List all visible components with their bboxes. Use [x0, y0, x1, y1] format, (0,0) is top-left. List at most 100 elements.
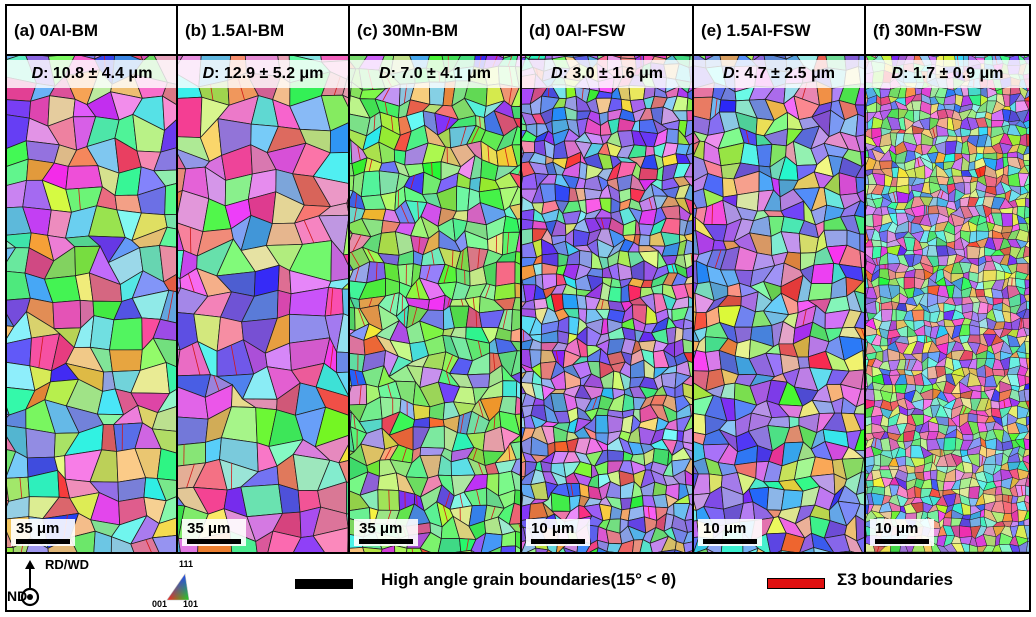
scale-bar-b: 35 μm	[182, 519, 246, 546]
grain	[982, 545, 996, 552]
grain	[1009, 543, 1021, 552]
twin-boundary	[522, 330, 525, 342]
grain	[683, 220, 692, 236]
twin-boundary	[478, 462, 484, 475]
grain	[911, 100, 922, 111]
grain	[596, 547, 608, 552]
twin-boundary	[466, 538, 469, 551]
grain	[1025, 191, 1029, 200]
grain	[683, 162, 692, 178]
grain	[508, 172, 520, 189]
grain	[977, 545, 988, 552]
grain	[682, 394, 692, 406]
grain	[510, 372, 520, 384]
grain	[873, 454, 881, 467]
twin-boundary	[592, 397, 598, 410]
twin-boundary	[932, 127, 936, 138]
grain	[860, 151, 864, 168]
scale-bar-line	[531, 539, 585, 544]
grain	[998, 544, 1013, 552]
twin-boundary	[167, 291, 174, 321]
grain	[1007, 151, 1018, 158]
grain	[853, 311, 864, 330]
grain	[510, 350, 520, 377]
grain	[967, 413, 978, 423]
grain	[151, 517, 177, 539]
grain	[1025, 409, 1029, 418]
grain	[935, 245, 949, 257]
ipf-111-label: 111	[179, 559, 194, 569]
twin-boundary	[479, 116, 481, 128]
grain	[158, 496, 177, 525]
grain	[684, 519, 692, 533]
grain	[153, 169, 177, 187]
grain	[879, 465, 891, 471]
twin-boundary	[382, 87, 391, 102]
grain	[595, 414, 609, 434]
grain	[684, 132, 692, 146]
grain	[683, 233, 692, 243]
grain	[159, 245, 177, 283]
grain	[470, 549, 475, 552]
grain	[1023, 327, 1029, 337]
figure-frame	[5, 4, 1031, 612]
grain	[853, 403, 864, 415]
grain	[903, 277, 915, 290]
grain	[320, 94, 348, 132]
panel-b: (b) 1.5Al-BM D: 12.9 ± 5.2 μm 35 μm	[178, 6, 348, 552]
grain	[317, 202, 348, 217]
grain	[855, 388, 864, 408]
ipf-map-c	[350, 56, 520, 552]
twin-boundary	[745, 130, 750, 144]
grain	[607, 286, 622, 303]
grain	[1024, 494, 1029, 504]
grain	[1023, 500, 1029, 512]
grain	[25, 427, 56, 459]
grain	[994, 494, 1003, 502]
grain	[312, 152, 348, 184]
twin-boundary	[188, 273, 195, 293]
twin-boundary	[415, 281, 420, 300]
grain	[853, 449, 864, 459]
grain	[522, 208, 535, 222]
twin-boundary	[601, 299, 604, 310]
scale-bar-f: 10 μm	[870, 519, 934, 546]
grain	[855, 471, 864, 496]
grain	[498, 410, 520, 436]
twin-boundary	[508, 445, 511, 461]
twin-boundary	[472, 297, 475, 310]
grain	[638, 234, 651, 247]
twin-boundary	[443, 265, 450, 284]
grain	[968, 161, 976, 171]
grain	[338, 460, 348, 484]
grain	[780, 532, 806, 552]
grain	[515, 530, 520, 550]
twin-boundary	[367, 249, 375, 263]
twin-boundary	[145, 539, 152, 552]
scale-bar-a: 35 μm	[11, 519, 75, 546]
grain	[1023, 294, 1029, 302]
grain	[1024, 279, 1029, 290]
twin-boundary	[978, 167, 981, 177]
grain	[513, 117, 520, 129]
grain	[153, 147, 177, 172]
grain	[859, 233, 864, 253]
grain	[7, 56, 19, 60]
grain	[510, 340, 520, 352]
grain	[855, 164, 864, 179]
grain	[255, 530, 274, 552]
twin-boundary	[475, 310, 478, 328]
axis-arrow-head	[25, 560, 35, 569]
grain	[963, 181, 971, 195]
grain	[687, 89, 692, 100]
grain	[687, 213, 692, 222]
grain	[65, 165, 103, 190]
grain-size-value: 4.7 ± 2.5 μm	[744, 65, 835, 82]
grain	[512, 297, 520, 311]
twin-boundary	[446, 371, 451, 385]
grain-size-label-c: D: 7.0 ± 4.1 μm	[350, 60, 520, 88]
grain	[1024, 340, 1029, 355]
grain	[341, 94, 348, 108]
grain	[240, 483, 283, 518]
